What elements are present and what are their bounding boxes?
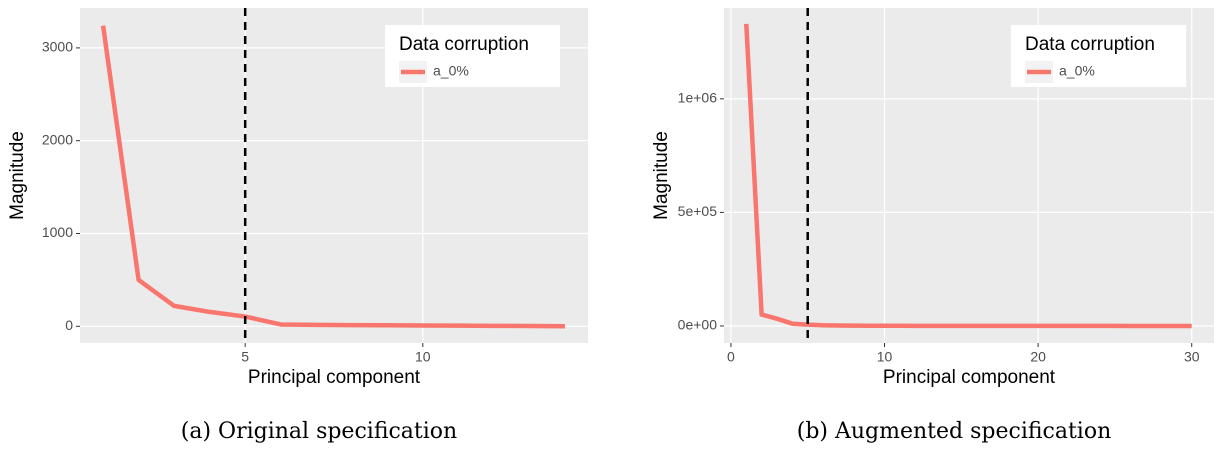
x-tick-label: 30 <box>1184 349 1200 365</box>
y-tick-label: 0 <box>65 317 73 333</box>
caption: (b) Augmented specification <box>797 419 1112 444</box>
y-tick-label: 2000 <box>42 131 73 147</box>
y-tick-label: 1e+06 <box>678 90 718 106</box>
data-line <box>744 23 1192 329</box>
legend-title: Data corruption <box>399 34 529 55</box>
x-tick-label: 20 <box>1030 349 1046 365</box>
y-tick-label: 3000 <box>42 39 73 55</box>
y-tick-label: 1000 <box>42 224 73 240</box>
caption: (a) Original specification <box>181 419 457 444</box>
x-tick-label: 0 <box>727 349 735 365</box>
x-tick-label: 10 <box>415 349 431 365</box>
x-axis-label: Principal component <box>883 367 1056 388</box>
data-line <box>100 25 565 329</box>
y-axis-label: Magnitude <box>7 131 28 220</box>
legend-label: a_0% <box>433 63 469 79</box>
y-tick-label: 0e+00 <box>678 317 718 333</box>
legend-title: Data corruption <box>1025 34 1155 55</box>
x-tick-label: 10 <box>877 349 893 365</box>
x-tick-label: 5 <box>241 349 249 365</box>
x-axis-label: Principal component <box>248 367 421 388</box>
legend-label: a_0% <box>1059 63 1095 79</box>
y-axis-label: Magnitude <box>651 131 672 220</box>
y-tick-label: 5e+05 <box>678 203 718 219</box>
